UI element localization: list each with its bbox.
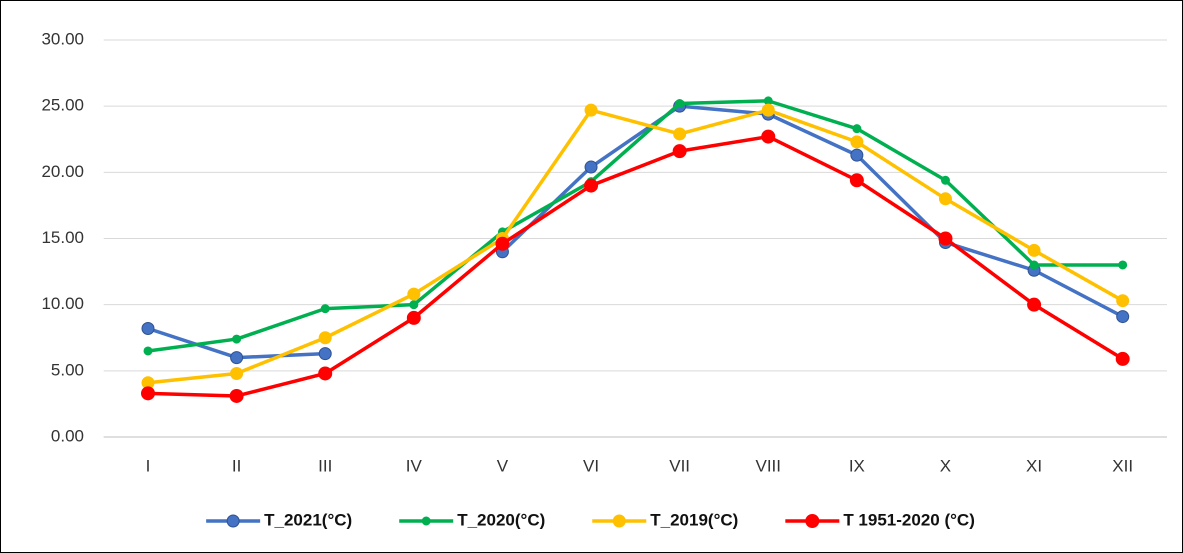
x-tick-label: XI — [1026, 456, 1042, 475]
data-point — [407, 287, 421, 301]
y-tick-label: 25.00 — [41, 96, 84, 115]
legend-marker — [805, 514, 820, 528]
data-point — [940, 175, 950, 185]
data-point — [849, 173, 864, 188]
series-line — [147, 134, 1124, 398]
series-line — [147, 99, 1123, 353]
x-tick-label: IV — [406, 456, 423, 475]
x-tick-label: X — [940, 456, 951, 475]
data-point — [675, 99, 685, 109]
legend-label: T_2020(°C) — [457, 510, 545, 529]
data-point — [1115, 351, 1130, 366]
data-point — [852, 124, 862, 134]
data-point — [230, 366, 244, 380]
data-point — [143, 346, 153, 356]
data-point — [232, 334, 242, 344]
y-tick-label: 10.00 — [41, 294, 84, 313]
series-line — [147, 108, 1124, 385]
data-point — [409, 300, 419, 310]
legend-marker — [421, 516, 431, 526]
data-point — [584, 103, 598, 117]
data-point — [1027, 243, 1041, 257]
x-tick-label: XII — [1112, 456, 1133, 475]
x-tick-label: III — [318, 456, 332, 475]
legend-label: T 1951-2020 (°C) — [843, 510, 975, 529]
data-point — [584, 160, 598, 174]
x-tick-label: V — [497, 456, 509, 475]
legend-label: T_2021(°C) — [264, 510, 352, 529]
data-point — [141, 321, 155, 335]
data-point — [761, 129, 776, 144]
data-point — [850, 148, 864, 162]
x-tick-label: I — [146, 456, 151, 475]
data-point — [761, 103, 775, 117]
y-tick-label: 0.00 — [51, 426, 84, 445]
y-tick-label: 30.00 — [41, 29, 84, 48]
data-point — [938, 192, 952, 206]
data-point — [230, 351, 244, 365]
data-point — [938, 231, 953, 246]
data-point — [850, 135, 864, 149]
data-point — [1116, 294, 1130, 308]
legend-marker — [226, 514, 240, 528]
x-tick-label: VI — [583, 456, 599, 475]
data-point — [229, 388, 244, 403]
x-tick-label: VII — [669, 456, 690, 475]
data-point — [141, 386, 156, 401]
y-tick-label: 15.00 — [41, 228, 84, 247]
data-point — [320, 304, 330, 314]
data-point — [318, 331, 332, 345]
data-point — [584, 178, 599, 193]
data-point — [672, 144, 687, 159]
x-tick-label: II — [232, 456, 241, 475]
y-tick-label: 20.00 — [41, 162, 84, 181]
data-point — [673, 127, 687, 141]
x-tick-label: VIII — [756, 456, 782, 475]
data-point — [1116, 310, 1130, 324]
data-point — [1027, 297, 1042, 312]
data-point — [1029, 260, 1039, 270]
legend-marker — [612, 514, 626, 528]
data-point — [406, 310, 421, 325]
legend-label: T_2019(°C) — [650, 510, 738, 529]
data-point — [1118, 260, 1128, 270]
data-point — [318, 366, 333, 381]
y-tick-label: 5.00 — [51, 360, 84, 379]
x-tick-label: IX — [849, 456, 865, 475]
data-point — [495, 236, 510, 251]
data-point — [318, 347, 332, 361]
